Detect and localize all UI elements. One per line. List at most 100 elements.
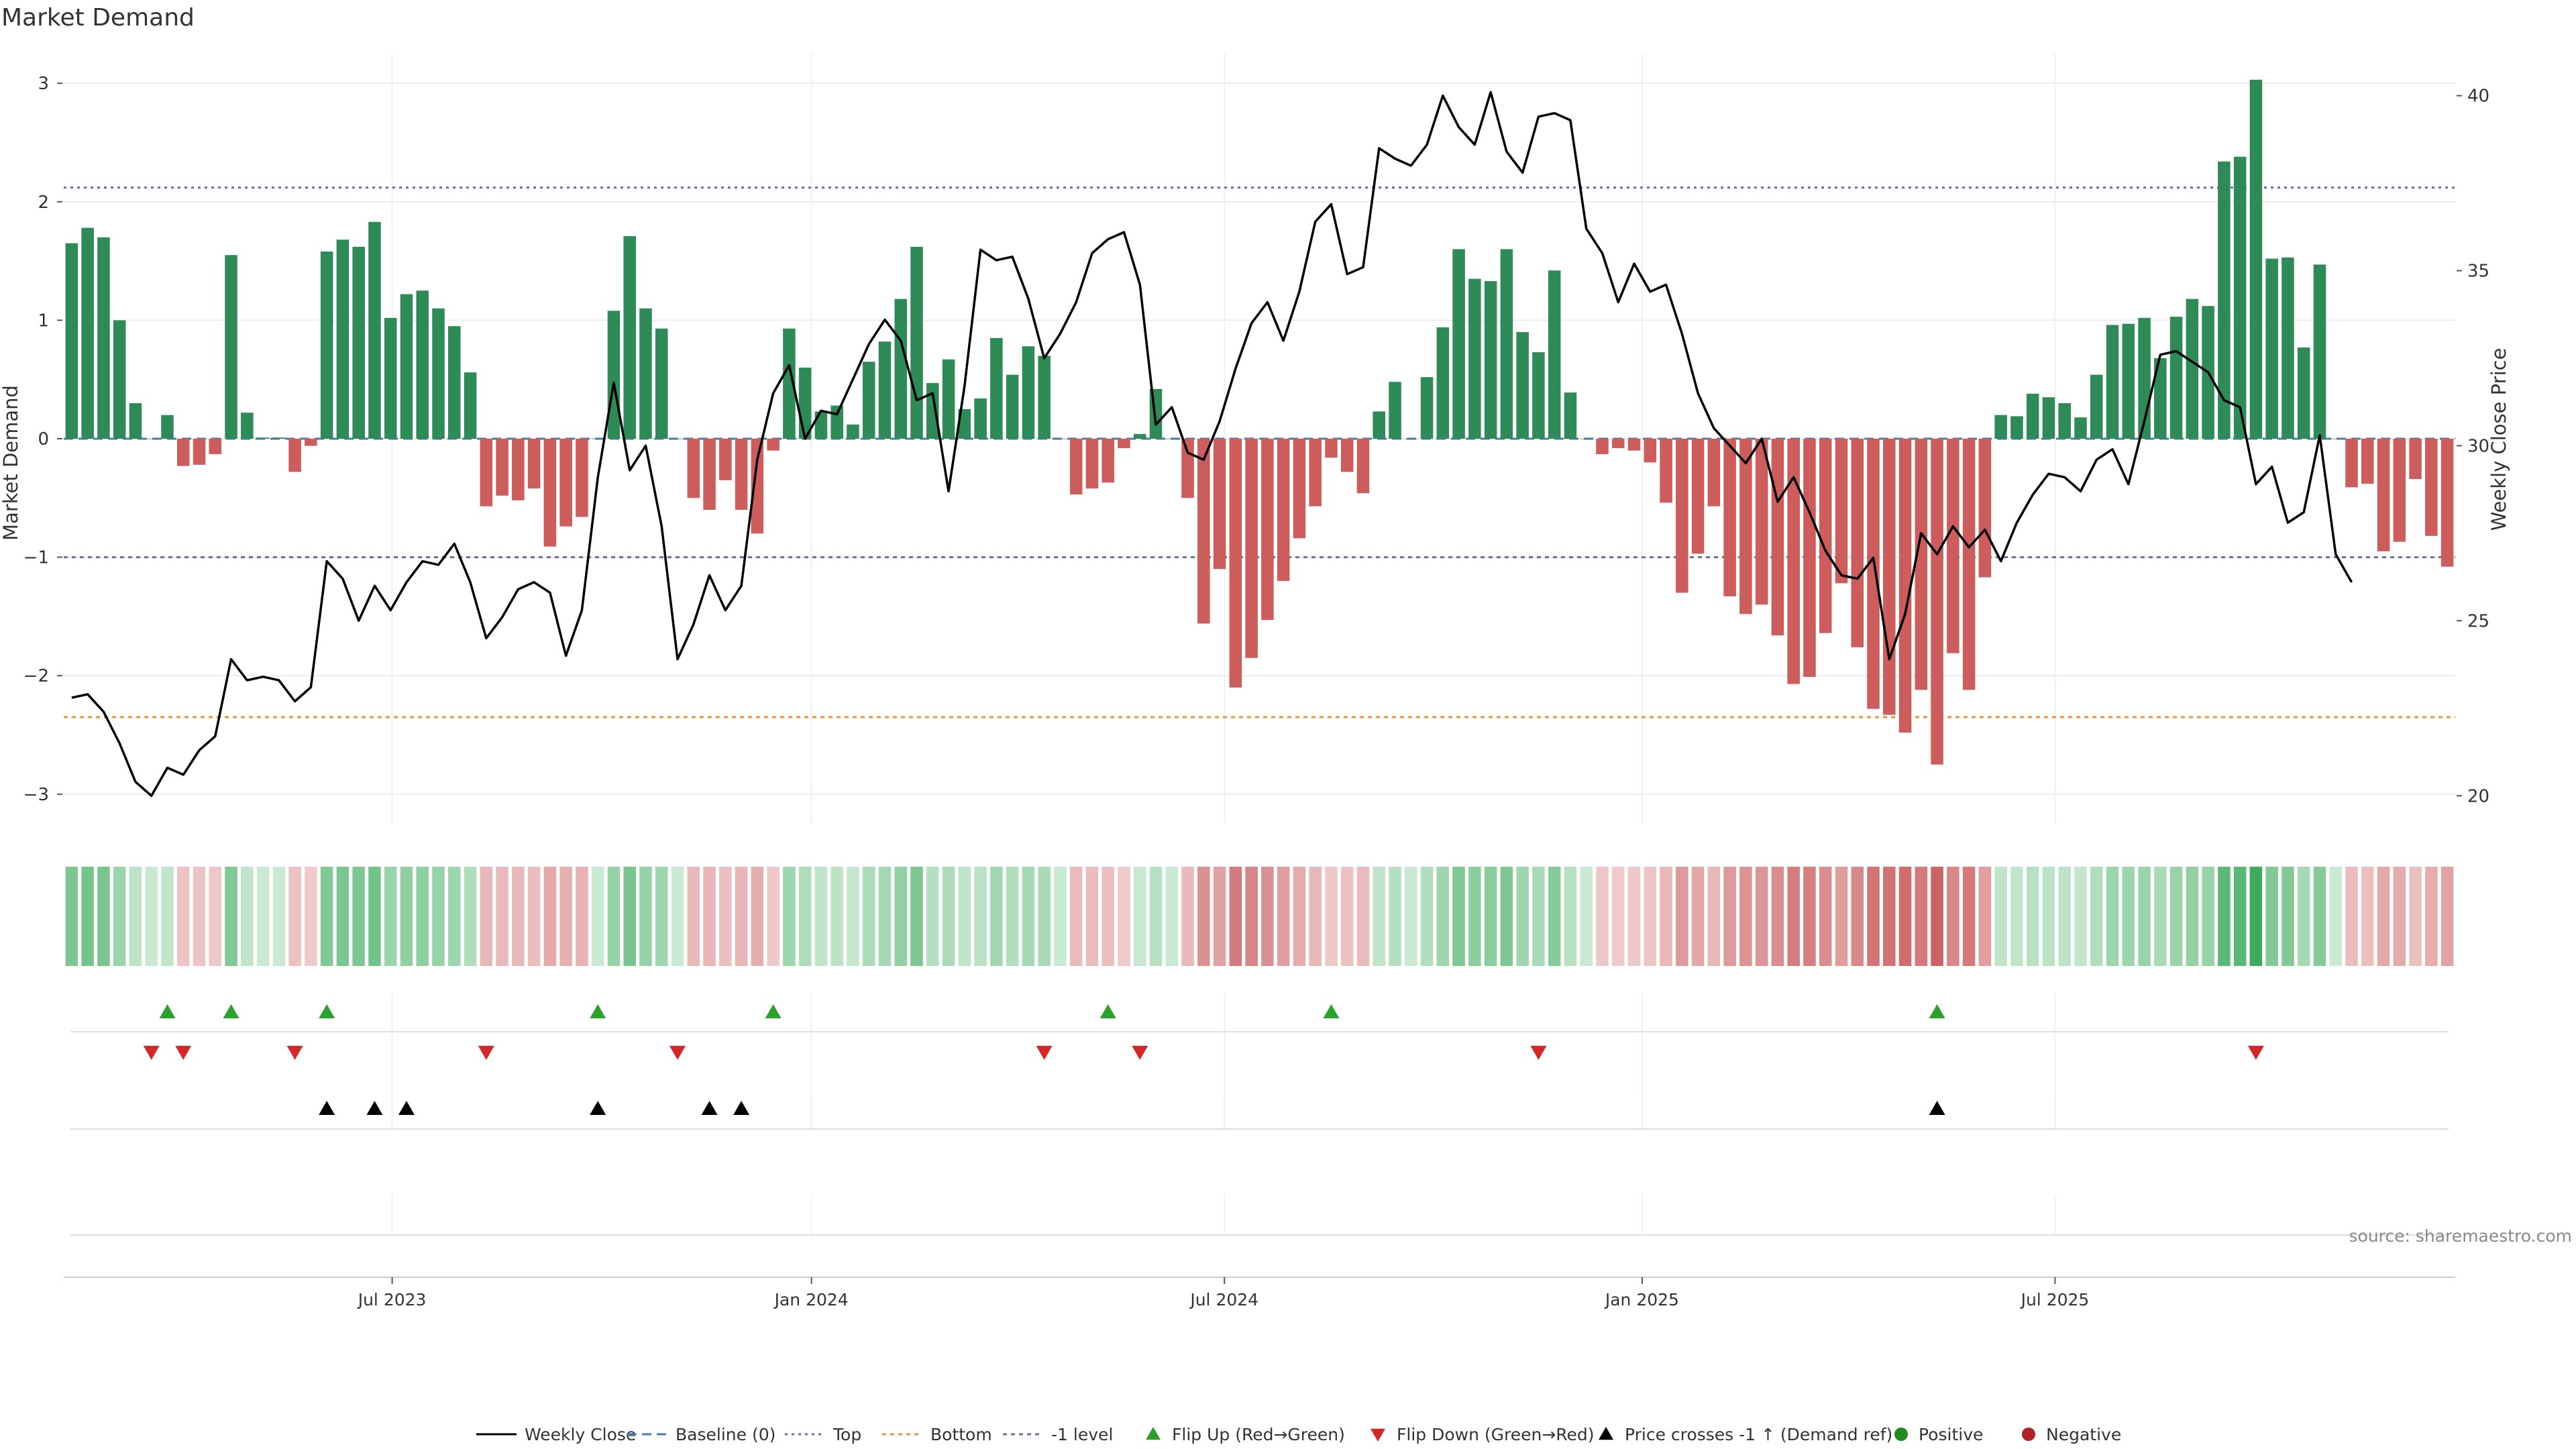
demand-bar (496, 439, 508, 496)
heat-strip-cell (1978, 867, 1992, 966)
demand-bar (320, 251, 333, 439)
heat-strip-cell (480, 867, 493, 966)
demand-bar (607, 311, 621, 439)
heat-strip-cell (1787, 867, 1800, 966)
legend-swatch (1894, 1428, 1908, 1441)
demand-bar (2425, 439, 2438, 536)
heat-strip-cell (176, 867, 190, 966)
demand-bar (1755, 439, 1768, 605)
demand-bar (655, 328, 668, 439)
demand-bar (767, 439, 780, 451)
heat-strip-cell (1611, 867, 1625, 966)
heat-strip-cell (1707, 867, 1721, 966)
heat-strip-cell (1261, 867, 1274, 966)
legend-label: Price crosses -1 ↑ (Demand ref) (1625, 1425, 1892, 1444)
flip-up-marker (223, 1004, 239, 1018)
heat-strip-cell (336, 867, 350, 966)
demand-bar (336, 239, 350, 439)
legend-label: Flip Up (Red→Green) (1172, 1425, 1345, 1444)
demand-bar (1245, 439, 1258, 658)
price-cross-marker (701, 1101, 718, 1115)
heat-strip-cell (1213, 867, 1226, 966)
demand-bar (1436, 327, 1450, 439)
demand-bar (1118, 439, 1130, 449)
demand-bar (416, 290, 429, 439)
y-tick-label-left: 2 (38, 193, 49, 213)
demand-bar (1707, 439, 1721, 506)
demand-bar (1723, 439, 1736, 596)
heat-strip-cell (1085, 867, 1099, 966)
demand-bar (2154, 358, 2167, 439)
flip-down-marker (669, 1046, 686, 1060)
event-marker-rows (70, 993, 2449, 1236)
heat-strip-cell (910, 867, 923, 966)
demand-bar (256, 437, 270, 439)
heat-strip-cell (1229, 867, 1242, 966)
demand-bar (2345, 439, 2358, 488)
demand-bar (751, 439, 764, 534)
heat-strip-cell (878, 867, 892, 966)
price-cross-marker (590, 1101, 606, 1115)
axes: 3 2 1 0 −1 −2 −3 40 35 30 25 20 (23, 74, 2489, 806)
price-cross-marker (398, 1101, 415, 1115)
demand-bar (814, 411, 828, 439)
y-tick-label-right: 20 (2467, 786, 2489, 806)
demand-bar (1213, 439, 1226, 570)
flip-down-marker (143, 1046, 160, 1060)
legend-swatch (1599, 1427, 1613, 1440)
demand-bar (783, 328, 796, 439)
heat-strip-cell (1898, 867, 1912, 966)
demand-bar (272, 437, 286, 439)
heat-strip-cell (783, 867, 796, 966)
heat-strip-cell (1405, 867, 1417, 966)
heat-strip-cell (1851, 867, 1864, 966)
demand-bar (129, 403, 142, 439)
heat-strip-cell (1516, 867, 1529, 966)
source-note: source: sharemaestro.com (2349, 1226, 2573, 1246)
demand-bar (464, 372, 477, 439)
demand-bar (735, 439, 748, 510)
demand-bar (1644, 439, 1657, 463)
x-tick-label: Jan 2025 (1604, 1290, 1679, 1309)
flip-up-marker (765, 1004, 782, 1018)
demand-bar (2042, 397, 2055, 439)
y-tick-label-left: 1 (38, 311, 49, 331)
demand-bar (559, 439, 572, 527)
heat-strip-cell (256, 867, 270, 966)
demand-bar (1277, 439, 1290, 581)
heat-strip-cell (2058, 867, 2071, 966)
heat-strip-cell (527, 867, 541, 966)
heat-strip-cell (543, 867, 557, 966)
heat-strip-cell (512, 867, 525, 966)
demand-bar (1038, 356, 1051, 439)
heat-strip-cell (735, 867, 748, 966)
heat-strip-cell (193, 867, 206, 966)
demand-bar (384, 317, 397, 439)
demand-bar (1564, 392, 1577, 439)
legend-label: Negative (2046, 1425, 2121, 1444)
heat-strip-cell (1149, 867, 1163, 966)
heat-strip-cell (894, 867, 908, 966)
heat-strip-cell (2026, 867, 2039, 966)
demand-bar (974, 398, 987, 439)
heat-strip-cell (1691, 867, 1705, 966)
heat-strip-cell (2361, 867, 2374, 966)
demand-bar (448, 326, 461, 439)
heat-strip-cell (1054, 867, 1067, 966)
heat-strip-cell (352, 867, 365, 966)
demand-bar (2409, 439, 2422, 480)
heat-strip-cell (1452, 867, 1465, 966)
heat-strip-cell (2297, 867, 2310, 966)
heat-strip-cell (464, 867, 477, 966)
heat-strip-cell (2138, 867, 2151, 966)
heat-strip-cell (400, 867, 413, 966)
demand-bar (1069, 439, 1083, 495)
heat-strip-cell (1660, 867, 1672, 966)
heat-strip-cell (1069, 867, 1083, 966)
heat-strip-cell (1245, 867, 1258, 966)
demand-bar (1787, 439, 1800, 684)
heat-strip-cell (1389, 867, 1401, 966)
heat-strip-cell (1500, 867, 1513, 966)
heat-strip-cell (1962, 867, 1976, 966)
flip-up-marker (159, 1004, 176, 1018)
